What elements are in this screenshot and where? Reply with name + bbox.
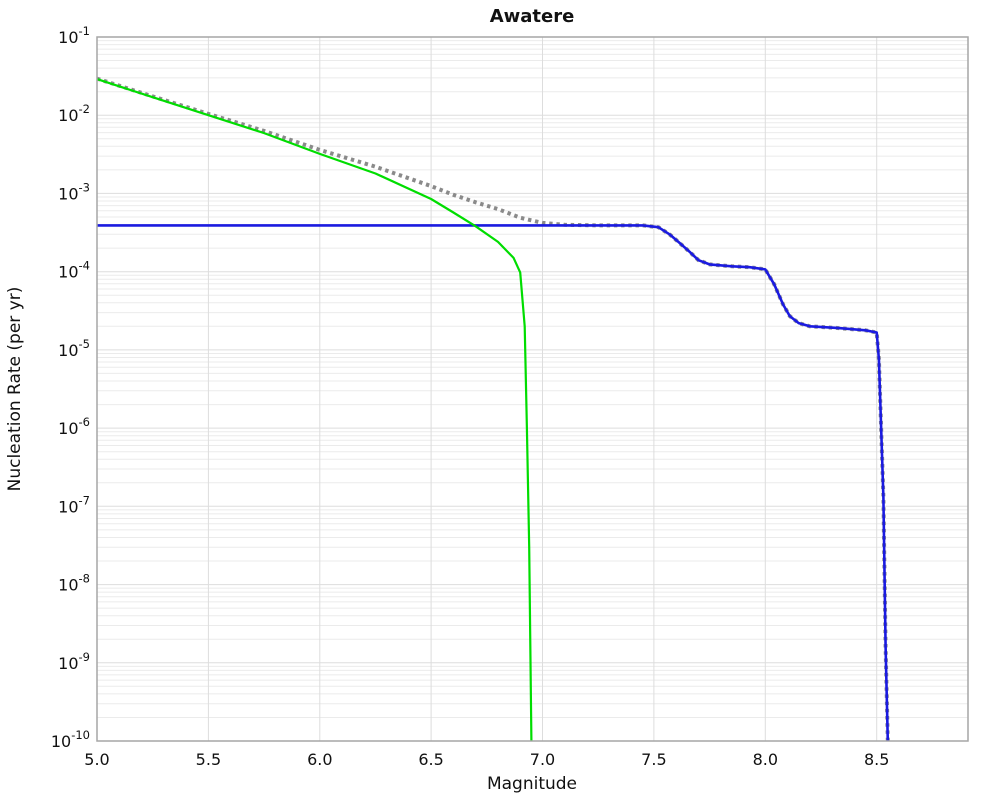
y-axis-label: Nucleation Rate (per yr)	[5, 287, 25, 492]
x-tick-label: 7.5	[641, 750, 666, 769]
y-tick-label: 10-6	[58, 415, 90, 438]
x-tick-label: 5.0	[84, 750, 109, 769]
chart-title: Awatere	[490, 6, 575, 27]
plot-border	[96, 36, 969, 742]
plot-area-background	[97, 37, 968, 741]
series-gr-sub-seismogenic-rate	[96, 78, 533, 742]
x-tick-label: 8.0	[753, 750, 778, 769]
data-series	[96, 76, 890, 742]
series-supra-seismogenic-rate	[97, 224, 890, 742]
y-tick-label: 10-7	[58, 493, 90, 516]
y-tick-label: 10-5	[58, 337, 90, 360]
y-tick-label: 10-2	[58, 102, 90, 125]
y-tick-label: 10-10	[51, 728, 90, 751]
x-tick-label: 5.5	[196, 750, 221, 769]
x-tick-label: 6.0	[307, 750, 332, 769]
y-tick-label: 10-8	[58, 572, 90, 595]
x-tick-label: 7.0	[530, 750, 555, 769]
y-tick-label: 10-1	[58, 24, 90, 47]
x-tick-label: 6.5	[418, 750, 443, 769]
y-tick-label: 10-9	[58, 650, 90, 673]
x-axis-tick-labels: 5.0 5.5 6.0 6.5 7.0 7.5 8.0 8.5	[84, 750, 889, 769]
y-axis-tick-labels: 10-1 10-2 10-3 10-4 10-5 10-6 10-7 10-8 10-9 10-1…	[51, 24, 90, 751]
y-tick-label: 10-4	[58, 259, 90, 282]
x-axis-label: Magnitude	[487, 774, 577, 794]
grid-lines	[96, 36, 968, 742]
y-tick-label: 10-3	[58, 180, 90, 203]
x-tick-label: 8.5	[864, 750, 889, 769]
